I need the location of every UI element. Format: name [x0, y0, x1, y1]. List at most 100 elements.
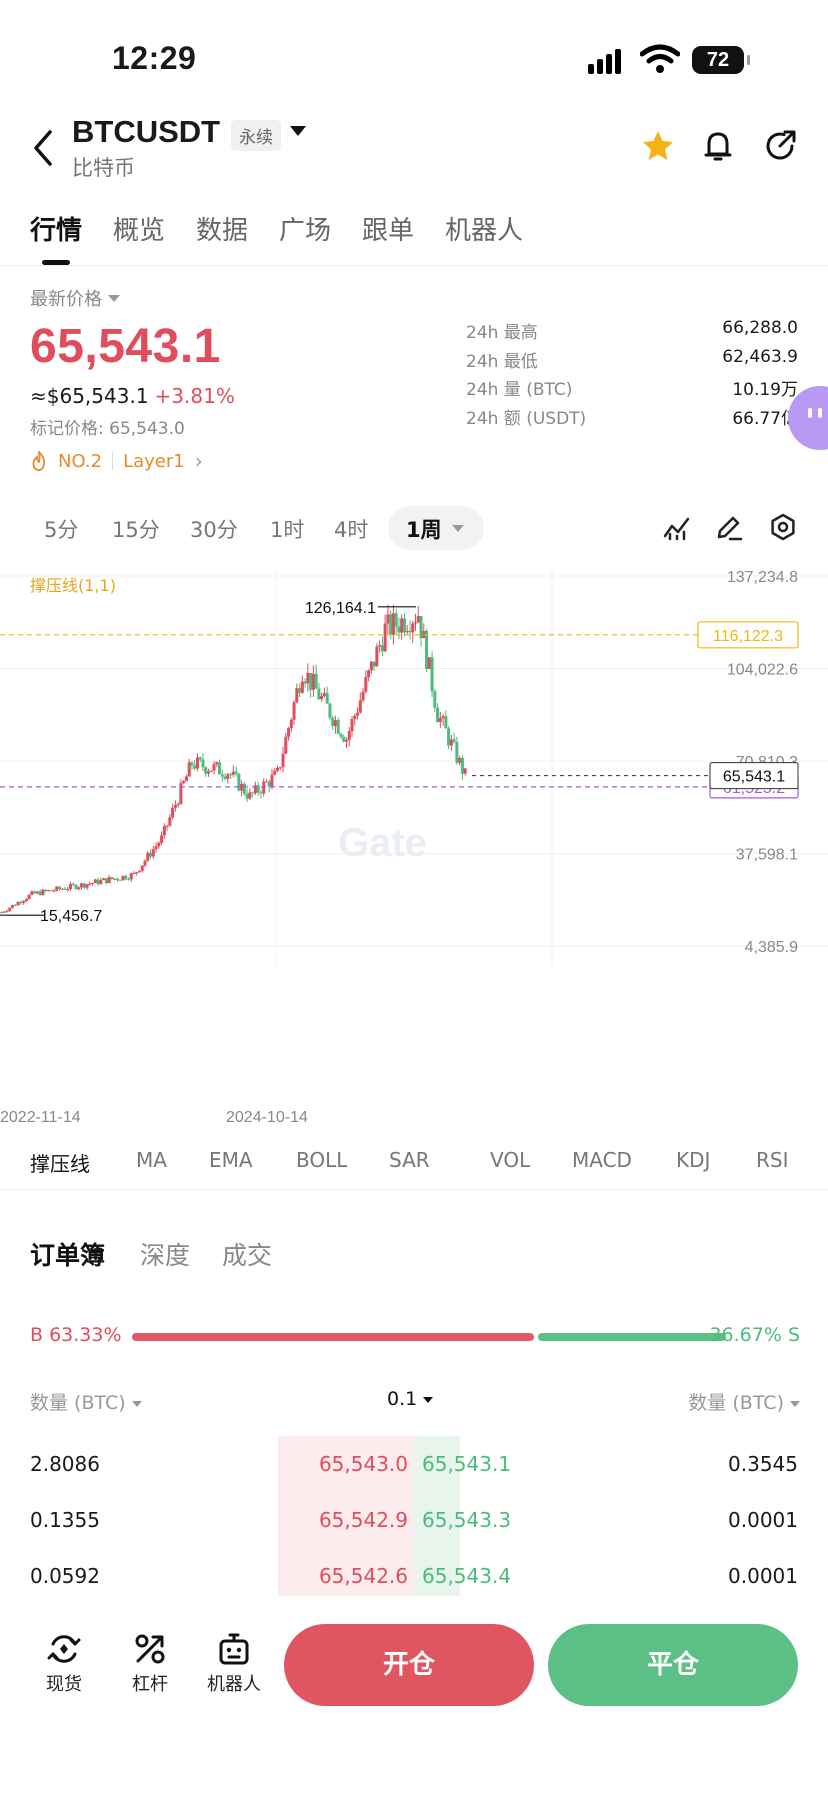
candle-body	[358, 700, 362, 713]
candle-body	[204, 767, 208, 774]
candle-body	[85, 884, 89, 888]
close-position-button[interactable]: 平仓	[548, 1624, 798, 1706]
candle-body	[16, 902, 20, 906]
candle-body	[333, 720, 337, 727]
candle-body	[237, 773, 241, 791]
stat-turnover: 24h 额 (USDT) 66.77亿	[466, 404, 798, 433]
ask-qty-column[interactable]: 数量 (BTC)	[688, 1388, 800, 1415]
timeframe-1h[interactable]: 1时	[270, 518, 305, 542]
indicator-chart-icon[interactable]	[662, 512, 692, 542]
tab-square[interactable]: 广场	[279, 216, 332, 246]
x-axis-label: 2024-10-14	[226, 1109, 308, 1126]
chart-settings-icon[interactable]	[768, 512, 798, 542]
usd-price: ≈$65,543.1	[30, 384, 149, 408]
candle-body	[281, 753, 285, 768]
candle-body	[460, 757, 464, 774]
candle-body	[433, 691, 437, 708]
candle-body	[339, 733, 343, 737]
pair-dropdown-icon[interactable]	[290, 126, 306, 136]
candle-body	[347, 731, 351, 740]
indicator-boll[interactable]: BOLL	[296, 1148, 348, 1172]
timeframe-5m[interactable]: 5分	[44, 518, 79, 542]
candle-body	[306, 672, 310, 684]
candle-body	[96, 879, 100, 885]
nav-margin[interactable]: 杠杆	[110, 1632, 190, 1696]
candle-body	[298, 688, 302, 693]
candle-body	[242, 783, 246, 794]
timeframe-1w[interactable]: 1周	[388, 506, 484, 550]
candle-body	[193, 765, 197, 769]
candle-body	[187, 762, 191, 777]
candle-body	[143, 860, 147, 866]
candle-body	[223, 776, 227, 779]
candle-body	[303, 681, 307, 684]
tab-orderbook[interactable]: 订单簿	[30, 1241, 106, 1270]
orderbook-row[interactable]: 0.0592 65,542.6 65,543.4 0.0001	[0, 1548, 828, 1604]
nav-spot[interactable]: 现货	[24, 1632, 104, 1696]
resistance-tag-box	[697, 621, 799, 649]
tab-market[interactable]: 行情	[30, 216, 83, 246]
candle-body	[234, 771, 238, 774]
candle-body	[209, 770, 213, 772]
stat-value: 62,463.9	[722, 346, 798, 367]
candle-body	[118, 879, 122, 881]
rank-row[interactable]: NO.2 Layer1 ›	[30, 449, 450, 473]
draw-pencil-icon[interactable]	[714, 512, 744, 542]
usd-price-row: ≈$65,543.1 +3.81%	[30, 384, 450, 408]
candle-body	[444, 716, 448, 729]
last-price-tag: 65,543.1	[723, 769, 785, 786]
candle-body	[276, 767, 279, 771]
tab-data[interactable]: 数据	[196, 216, 249, 246]
nav-bots[interactable]: 机器人	[194, 1632, 274, 1696]
candle-body	[35, 891, 39, 894]
candle-body	[320, 695, 324, 700]
candle-body	[195, 757, 199, 769]
orderbook-row[interactable]: 0.1355 65,542.9 65,543.3 0.0001	[0, 1492, 828, 1548]
candle-body	[416, 616, 420, 623]
share-icon[interactable]	[762, 128, 798, 164]
candle-body	[8, 907, 12, 911]
orderbook-row[interactable]: 2.8086 65,543.0 65,543.1 0.3545	[0, 1436, 828, 1492]
candle-body	[278, 767, 282, 769]
indicator-kdj[interactable]: KDJ	[676, 1148, 711, 1172]
indicator-macd[interactable]: MACD	[572, 1148, 632, 1172]
pair-title[interactable]: BTCUSDT	[72, 114, 221, 149]
nav-label: 杠杆	[132, 1674, 168, 1695]
bell-icon[interactable]	[700, 128, 736, 164]
tab-trades[interactable]: 成交	[222, 1241, 273, 1270]
open-position-button[interactable]: 开仓	[284, 1624, 534, 1706]
tab-copy-trading[interactable]: 跟单	[362, 216, 415, 246]
24h-stats: 24h 最高 66,288.0 24h 最低 62,463.9 24h 量 (BTC…	[466, 318, 798, 432]
timeframe-30m[interactable]: 30分	[190, 518, 238, 542]
tab-overview[interactable]: 概览	[113, 216, 166, 246]
stat-volume: 24h 量 (BTC) 10.19万	[466, 375, 798, 404]
candle-body	[311, 673, 315, 690]
star-icon[interactable]	[640, 128, 676, 164]
candle-body	[165, 825, 169, 827]
candle-body	[173, 805, 177, 808]
candle-body	[328, 703, 332, 718]
indicator-rsi[interactable]: RSI	[756, 1148, 789, 1172]
tab-bots[interactable]: 机器人	[445, 216, 524, 246]
precision-selector[interactable]: 0.1	[387, 1388, 434, 1410]
timeframe-15m[interactable]: 15分	[112, 518, 160, 542]
y-axis-label: 137,234.8	[727, 569, 798, 586]
back-button[interactable]	[28, 128, 58, 168]
candle-body	[74, 884, 78, 890]
status-time: 12:29	[112, 40, 197, 76]
tab-depth[interactable]: 深度	[140, 1241, 191, 1270]
indicator-sar[interactable]: SAR	[389, 1148, 430, 1172]
candle-body	[400, 618, 404, 633]
timeframe-4h[interactable]: 4时	[334, 518, 369, 542]
bid-qty-column[interactable]: 数量 (BTC)	[30, 1388, 142, 1415]
indicator-ma[interactable]: MA	[136, 1148, 167, 1172]
indicator-ema[interactable]: EMA	[209, 1148, 253, 1172]
indicator-vol[interactable]: VOL	[490, 1148, 531, 1172]
candle-body	[353, 715, 357, 720]
candle-body	[264, 781, 268, 783]
last-price-selector[interactable]: 最新价格	[30, 285, 450, 311]
nav-label: 机器人	[207, 1674, 261, 1695]
candlestick-chart[interactable]: 137,234.8104,022.670,810.337,598.14,385.…	[0, 566, 828, 1136]
indicator-sr[interactable]: 撑压线	[30, 1152, 90, 1176]
bid-qty: 0.0592	[30, 1564, 100, 1588]
